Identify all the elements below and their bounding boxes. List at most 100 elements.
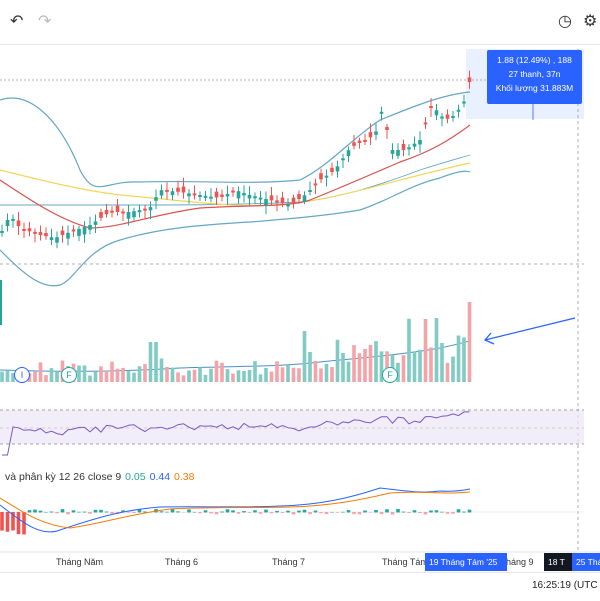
rsi-line (2, 411, 470, 456)
volume-bar (115, 368, 120, 382)
volume-bar (143, 364, 147, 382)
candle-body (5, 220, 10, 227)
volume-bar (286, 365, 290, 382)
volume-bar (82, 365, 87, 382)
candle-body (143, 208, 147, 211)
redo-icon[interactable]: ↷ (38, 13, 52, 30)
candle-body (115, 205, 120, 212)
macd-histogram-bar (440, 511, 444, 513)
macd-histogram-bar (352, 512, 356, 515)
x-axis-label: Tháng 6 (165, 557, 199, 567)
macd-histogram-bar (253, 510, 257, 513)
macd-histogram-bar (88, 512, 92, 514)
candle-body (38, 232, 43, 236)
candle-body (60, 230, 65, 235)
macd-histogram-bar (77, 511, 81, 513)
bb-upper (0, 91, 471, 188)
macd-histogram-bar (363, 510, 367, 513)
volume-bar (269, 371, 274, 382)
volume-bar (407, 318, 411, 382)
candle-body (159, 190, 164, 196)
volume-bar (429, 347, 433, 382)
bollinger-bands (0, 91, 471, 287)
candle-body (148, 207, 153, 211)
macd-signal-value: 0.38 (174, 471, 195, 483)
volume-bar (38, 362, 43, 382)
candle-body (451, 116, 455, 118)
macd-histogram-bar (49, 511, 54, 513)
candle-body (440, 116, 444, 119)
volume-bar (236, 370, 241, 382)
volume-bar (357, 353, 362, 382)
chart-canvas[interactable] (0, 44, 600, 572)
volume-bar (126, 371, 131, 382)
macd-histogram-bar (445, 512, 450, 514)
macd-histogram-bar (451, 512, 455, 514)
macd-histogram-bar (286, 510, 290, 513)
macd-histogram-bar (368, 512, 373, 513)
volume-bar (198, 367, 202, 382)
candle-body (357, 140, 362, 143)
volume-bar (434, 318, 439, 382)
volume-bar (137, 366, 142, 382)
macd-histogram-bar (82, 511, 87, 513)
timer-icon[interactable]: ◷ (558, 13, 572, 30)
candle-body (181, 186, 186, 193)
candle-body (187, 193, 191, 197)
candle-body (456, 109, 461, 112)
event-marker-i[interactable]: I (14, 367, 30, 383)
candle-body (82, 226, 87, 235)
candle-body (401, 144, 406, 150)
volume-bar (423, 318, 428, 382)
macd-histogram-bar (126, 512, 131, 513)
macd-histogram-bar (390, 512, 395, 515)
gear-icon[interactable]: ⚙ (583, 13, 598, 30)
macd-legend[interactable]: và phân kỳ 12 26 close 9 0.05 0.44 0.38 (5, 471, 194, 483)
x-axis-label: háng 9 (506, 557, 534, 567)
candle-body (176, 187, 180, 192)
ma-red (0, 124, 471, 229)
macd-histogram-bar (341, 511, 345, 513)
macd-histogram-bar (99, 509, 103, 513)
macd-histogram-bar (434, 510, 439, 513)
volume-bar (0, 371, 4, 382)
candle-body (313, 183, 318, 186)
macd-histogram-bar (60, 509, 65, 513)
macd-histogram-bar (264, 509, 268, 513)
candle-body (22, 228, 26, 231)
macd-histogram-bar (242, 511, 246, 513)
volume-bar (445, 362, 450, 382)
volume-bar (187, 370, 191, 382)
candle-body (110, 210, 114, 213)
macd-histogram-bar (181, 512, 186, 513)
volume-bar (176, 372, 180, 382)
macd-histogram-bar (132, 512, 136, 513)
crosshair-date-label: 19 Tháng Tám '25 (425, 553, 507, 571)
candle-body (291, 197, 296, 203)
candle-body (374, 131, 378, 135)
candle-body (93, 221, 98, 225)
macd-histogram-bar (467, 509, 472, 513)
event-marker-f[interactable]: F (61, 367, 77, 383)
candle-body (247, 194, 252, 199)
volume-bar (77, 365, 81, 382)
candle-body (385, 127, 389, 130)
undo-icon[interactable]: ↶ (10, 13, 24, 30)
bottom-bar (0, 572, 600, 601)
clock-readout: 16:25:19 (UTC (532, 580, 598, 591)
volume-bar (258, 374, 263, 382)
volume-bar (242, 371, 246, 382)
macd-histogram-bar (55, 512, 59, 514)
macd-histogram-bar (192, 511, 197, 513)
candle-body (99, 212, 103, 218)
candle-body (434, 110, 439, 116)
volume-bar (440, 342, 444, 382)
event-marker-f[interactable]: F (382, 367, 398, 383)
candle-body (264, 199, 268, 206)
macd-histogram-bar (319, 512, 323, 514)
chart-toolbar: ↶ ↷ ◷ ⚙ (0, 0, 600, 45)
volume-bar (154, 342, 158, 382)
volume-bar (110, 361, 114, 382)
candle-body (297, 194, 301, 199)
candle-body (11, 218, 15, 221)
